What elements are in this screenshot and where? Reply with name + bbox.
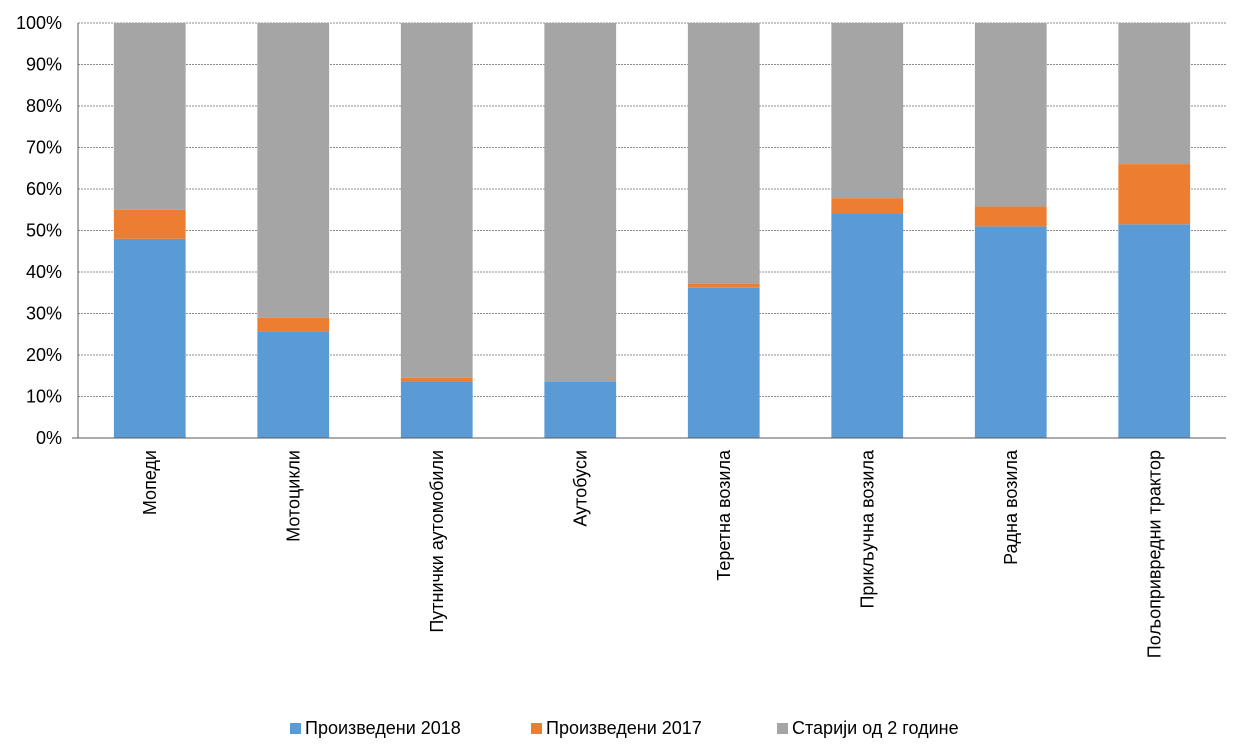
y-tick-label: 70% <box>26 138 62 158</box>
x-category-label: Пољопривредни трактор <box>1144 450 1164 658</box>
x-category-label: Радна возила <box>1001 449 1021 565</box>
bar-произведени-2017-5 <box>688 284 760 288</box>
bar-произведени-2018-4 <box>544 382 616 438</box>
bar-произведени-2017-7 <box>975 206 1047 226</box>
bar-произведени-2018-8 <box>1118 224 1190 438</box>
bar-старији-од-2-године-1 <box>114 23 186 210</box>
bar-произведени-2018-3 <box>401 381 473 438</box>
x-category-label: Прикључна возила <box>857 449 877 609</box>
legend-label: Произведени 2017 <box>546 718 702 738</box>
legend-label: Старији од 2 године <box>792 718 959 738</box>
legend-label: Произведени 2018 <box>305 718 461 738</box>
bar-произведени-2018-6 <box>831 213 903 438</box>
x-category-label: Аутобуси <box>570 450 590 527</box>
y-tick-label: 10% <box>26 387 62 407</box>
bar-старији-од-2-године-5 <box>688 23 760 284</box>
bar-произведени-2017-8 <box>1118 164 1190 224</box>
y-tick-label: 80% <box>26 96 62 116</box>
y-tick-label: 20% <box>26 345 62 365</box>
y-tick-label: 0% <box>36 428 62 448</box>
y-tick-label: 90% <box>26 55 62 75</box>
bar-произведени-2018-5 <box>688 288 760 438</box>
y-tick-label: 30% <box>26 304 62 324</box>
y-tick-label: 40% <box>26 262 62 282</box>
bar-произведени-2017-3 <box>401 378 473 381</box>
bar-старији-од-2-године-8 <box>1118 23 1190 164</box>
x-category-label: Путнички аутомобили <box>427 450 447 633</box>
bar-старији-од-2-године-2 <box>257 23 329 318</box>
bar-произведени-2018-2 <box>257 331 329 438</box>
legend-swatch-произведени-2017 <box>531 723 542 734</box>
x-category-label: Мопеди <box>140 450 160 515</box>
bar-произведени-2017-2 <box>257 318 329 332</box>
legend: Произведени 2018 Произведени 2017 Старији … <box>290 718 959 738</box>
x-category-label: Теретна возила <box>714 449 734 581</box>
x-category-labels: Мопеди Мотоцикли Путнички аутомобили Аутобу… <box>140 449 1165 658</box>
x-category-label: Мотоцикли <box>283 450 303 542</box>
y-tick-labels: 0% 10% 20% 30% 40% 50% 60% 70% 80% 90% 100% <box>16 13 62 448</box>
y-tick-label: 50% <box>26 221 62 241</box>
gridlines <box>78 23 1226 397</box>
y-tick-label: 60% <box>26 179 62 199</box>
bar-старији-од-2-године-3 <box>401 23 473 378</box>
bar-старији-од-2-године-6 <box>831 23 903 198</box>
legend-swatch-произведени-2018 <box>290 723 301 734</box>
bar-старији-од-2-године-4 <box>544 23 616 382</box>
bar-произведени-2017-1 <box>114 210 186 239</box>
bar-старији-од-2-године-7 <box>975 23 1047 206</box>
y-tick-label: 100% <box>16 13 62 33</box>
bar-произведени-2018-1 <box>114 239 186 438</box>
legend-swatch-старији-од-2-године <box>777 723 788 734</box>
bar-произведени-2018-7 <box>975 226 1047 438</box>
bar-произведени-2017-6 <box>831 198 903 213</box>
